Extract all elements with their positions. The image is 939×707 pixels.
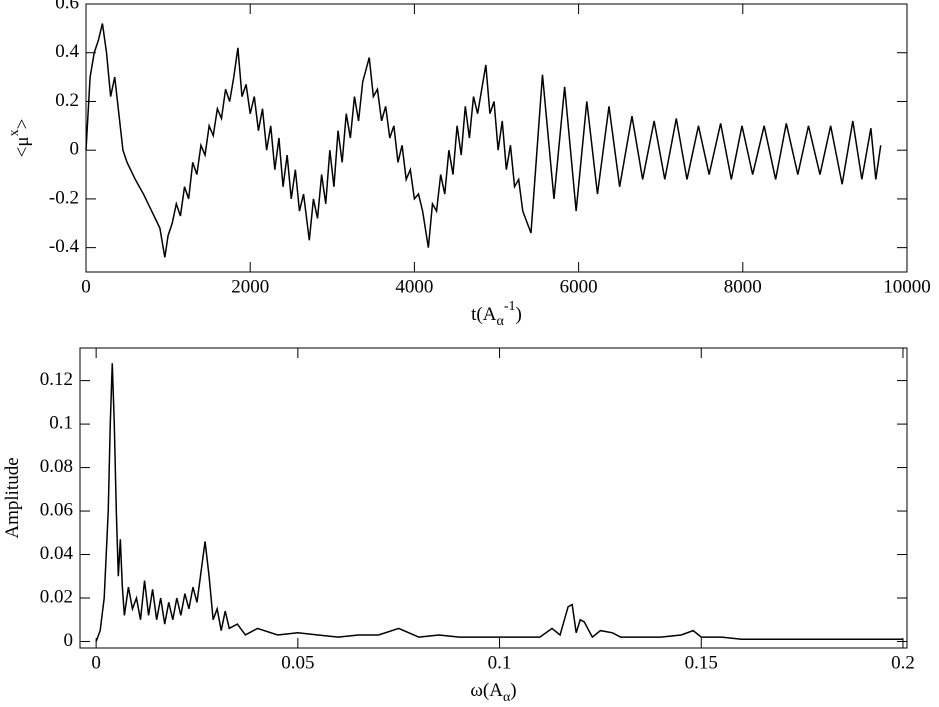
y-tick-label: 0.2 <box>55 90 79 111</box>
x-axis-label: ω(Aα) <box>470 680 516 705</box>
x-axis-label-part: -1 <box>504 299 516 314</box>
y-tick-label: 0.6 <box>55 0 79 13</box>
y-tick-label: 0.4 <box>55 41 79 62</box>
y-tick-label: 0.08 <box>40 456 73 477</box>
x-tick-label: 0.15 <box>685 652 718 673</box>
x-axis-label-part: α <box>496 314 504 329</box>
y-axis-label: <μx> <box>7 119 33 158</box>
x-tick-label: 8000 <box>724 276 762 297</box>
y-tick-label: 0.12 <box>40 369 73 390</box>
x-tick-label: 10000 <box>883 276 931 297</box>
y-tick-label: -0.4 <box>49 236 80 257</box>
x-tick-label: 2000 <box>231 276 269 297</box>
y-tick-label: -0.2 <box>49 187 79 208</box>
x-axis-label-part: ω(A <box>470 680 503 701</box>
x-tick-label: 6000 <box>560 276 598 297</box>
x-axis-label: t(Aα-1) <box>471 299 522 329</box>
x-axis-label-part: ) <box>510 680 516 701</box>
x-axis-label-part: t(A <box>471 304 497 325</box>
y-axis-label-part: > <box>12 119 33 130</box>
y-axis-label-part: <μ <box>12 136 33 157</box>
plot-frame <box>79 347 908 649</box>
x-tick-label: 0.1 <box>488 652 512 673</box>
y-tick-label: 0.04 <box>40 543 74 564</box>
y-tick-label: 0 <box>70 139 80 160</box>
y-axis-label-part: x <box>7 129 22 136</box>
x-tick-label: 4000 <box>395 276 433 297</box>
data-line <box>85 23 882 258</box>
y-tick-label: 0.1 <box>49 412 73 433</box>
y-tick-label: 0.02 <box>40 586 73 607</box>
y-tick-label: 0 <box>64 630 74 651</box>
plot: 0 2000 4000 6000 8000 10000 -0.4 -0.2 0 0.2 0.4 0.6… <box>7 0 931 329</box>
y-axis-label-part: Amplitude <box>2 457 23 538</box>
x-tick-label: 0.05 <box>281 652 314 673</box>
x-tick-label: 0 <box>91 652 101 673</box>
x-axis-label-part: α <box>503 690 511 705</box>
y-axis-label: Amplitude <box>2 457 23 538</box>
x-axis-label-part: ) <box>516 304 522 325</box>
x-tick-label: 0 <box>81 276 91 297</box>
data-line <box>95 363 903 642</box>
plot: 0 0.05 0.1 0.15 0.2 0 0.02 0.04 0.06 0.08 0.1 0.12 ω… <box>2 347 915 705</box>
x-tick-label: 0.2 <box>891 652 915 673</box>
y-tick-label: 0.06 <box>40 499 73 520</box>
